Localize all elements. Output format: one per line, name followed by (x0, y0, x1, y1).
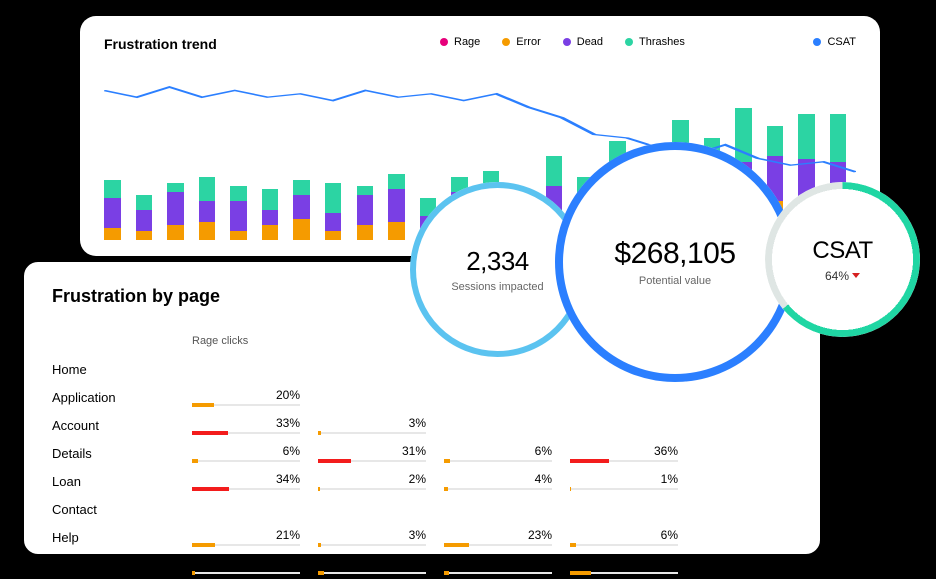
legend-item: Dead (563, 36, 603, 48)
cell-value: 33% (192, 416, 300, 430)
cell-bar (192, 432, 300, 434)
metric-cell: 6% (570, 528, 678, 546)
cell-value: 20% (192, 388, 300, 402)
cell-value: 5% (444, 556, 552, 570)
metric-cell: 21% (192, 528, 300, 546)
row-name: Loan (52, 474, 192, 489)
cell-value: 34% (192, 472, 300, 486)
metric-cell: 36% (570, 444, 678, 462)
metric-cell: 19% (570, 556, 678, 574)
metric-cell: 3% (192, 556, 300, 574)
metric-cell: 34% (192, 472, 300, 490)
cell-value: 23% (444, 528, 552, 542)
metric-cell: 6% (444, 444, 552, 462)
table-row: Support3% 6% 5% 19% (52, 551, 792, 579)
metric-cell: 2% (318, 472, 426, 490)
cell-bar (318, 432, 426, 434)
cell-bar (570, 544, 678, 546)
cell-bar (192, 572, 300, 574)
metric-cell: 6% (192, 444, 300, 462)
table-row: Help21% 3% 23% 6% (52, 523, 792, 551)
cell-value: 6% (444, 444, 552, 458)
col-header-rage: Rage clicks (192, 335, 300, 347)
metric-cell: 23% (444, 528, 552, 546)
metric-cell: 31% (318, 444, 426, 462)
cell-bar (444, 544, 552, 546)
cell-bar (192, 460, 300, 462)
cell-bar (318, 488, 426, 490)
value-ring (555, 142, 795, 382)
cell-bar (444, 488, 552, 490)
row-name: Help (52, 530, 192, 545)
table-row: Account33% 3% (52, 411, 792, 439)
cell-bar (318, 460, 426, 462)
metric-cell: 3% (318, 416, 426, 434)
metric-cell: 20% (192, 388, 300, 406)
metric-cell: 3% (318, 528, 426, 546)
csat-ring (765, 182, 920, 337)
cell-value: 36% (570, 444, 678, 458)
cell-bar (318, 544, 426, 546)
table-row: Loan34% 2% 4% 1% (52, 467, 792, 495)
legend-item: Error (502, 36, 540, 48)
row-name: Details (52, 446, 192, 461)
cell-value: 6% (570, 528, 678, 542)
cell-value: 31% (318, 444, 426, 458)
cell-value: 2% (318, 472, 426, 486)
metric-cell: 5% (444, 556, 552, 574)
cell-value: 3% (318, 416, 426, 430)
cell-bar (570, 460, 678, 462)
cell-bar (192, 404, 300, 406)
chart-legend: Rage Error Dead Thrashes CSAT (440, 36, 856, 48)
cell-value: 6% (318, 556, 426, 570)
row-name: Home (52, 362, 192, 377)
legend-item: Thrashes (625, 36, 685, 48)
cell-bar (570, 488, 678, 490)
cell-value: 3% (318, 528, 426, 542)
cell-value: 4% (444, 472, 552, 486)
table-row: Details6%31%6%36% (52, 439, 792, 467)
metric-cell: 1% (570, 472, 678, 490)
cell-value: 3% (192, 556, 300, 570)
metric-circles: 2,334 Sessions impacted $268,105 Potenti… (400, 142, 920, 402)
cell-value: 6% (192, 444, 300, 458)
metric-cell: 4% (444, 472, 552, 490)
cell-bar (444, 572, 552, 574)
table-row: Contact (52, 495, 792, 523)
legend-item: Rage (440, 36, 480, 48)
cell-value: 19% (570, 556, 678, 570)
csat-circle: CSAT 64% (765, 182, 920, 337)
row-name: Contact (52, 502, 192, 517)
cell-bar (192, 488, 300, 490)
metric-cell: 6% (318, 556, 426, 574)
row-name: Account (52, 418, 192, 433)
cell-bar (570, 572, 678, 574)
row-name: Support (52, 558, 192, 573)
row-name: Application (52, 390, 192, 405)
cell-value: 1% (570, 472, 678, 486)
value-circle: $268,105 Potential value (555, 142, 795, 382)
metric-cell: 33% (192, 416, 300, 434)
cell-value: 21% (192, 528, 300, 542)
cell-bar (192, 544, 300, 546)
legend-item-csat: CSAT (813, 36, 856, 48)
cell-bar (444, 460, 552, 462)
cell-bar (318, 572, 426, 574)
